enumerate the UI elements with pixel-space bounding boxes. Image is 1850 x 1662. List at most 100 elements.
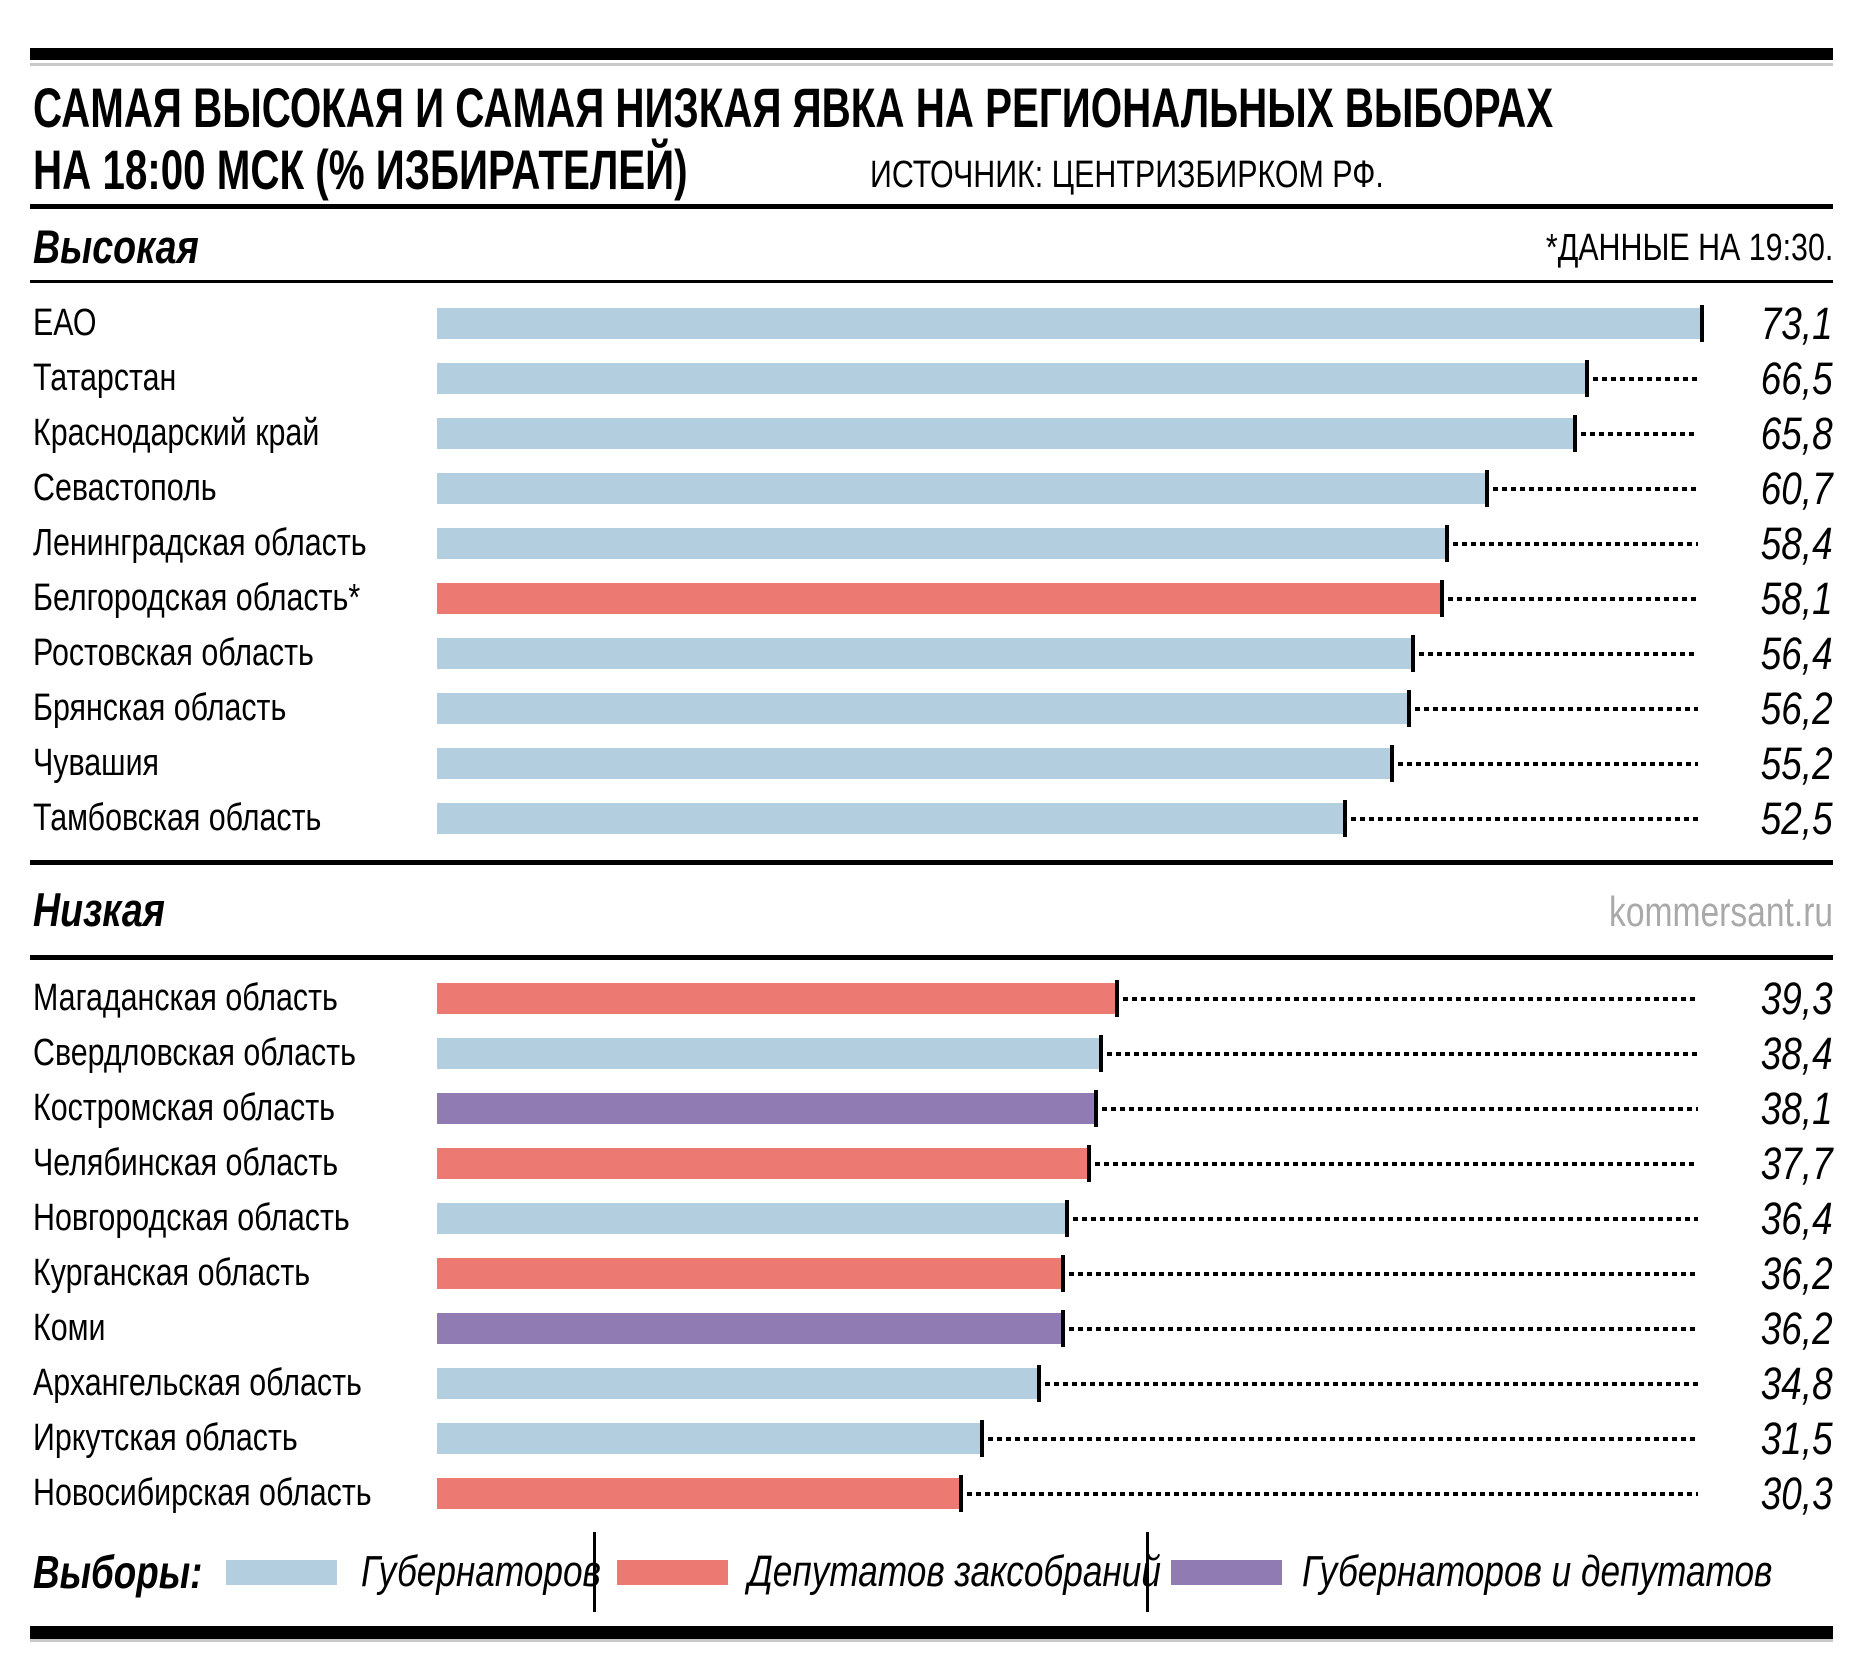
- legend: Выборы: Губернаторов Депутатов заксобран…: [33, 1532, 1833, 1612]
- region-row: Ленинградская область 58,4: [33, 518, 1833, 583]
- leader-line: [1095, 1162, 1698, 1166]
- section-low-title: Низкая: [33, 886, 198, 933]
- leader-line: [1102, 1107, 1698, 1111]
- turnout-bar: [437, 1203, 1067, 1234]
- region-row: ЕАО 73,1: [33, 298, 1833, 363]
- section-high-top-rule: [30, 204, 1833, 209]
- leader-line: [1593, 377, 1698, 381]
- section-low-bottom-rule: [30, 955, 1833, 960]
- high-turnout-rows: ЕАО 73,1 Татарстан 66,5 Краснодарский кр…: [33, 298, 1833, 858]
- bar-track: 66,5: [437, 353, 1833, 404]
- value-label: 38,1: [1745, 1083, 1833, 1134]
- bar-track: 31,5: [437, 1413, 1833, 1464]
- value-label: 58,4: [1745, 518, 1833, 569]
- region-label-text: Костромская область: [33, 1087, 335, 1129]
- bar-end-tick: [959, 1475, 964, 1512]
- region-row: Новгородская область 36,4: [33, 1193, 1833, 1258]
- bar-track: 30,3: [437, 1468, 1833, 1519]
- value-label: 73,1: [1745, 298, 1833, 349]
- value-label: 56,4: [1745, 628, 1833, 679]
- bar-track: 73,1: [437, 298, 1833, 349]
- bar-track: 52,5: [437, 793, 1833, 844]
- region-label: Чувашия: [33, 742, 191, 784]
- region-row: Новосибирская область 30,3: [33, 1468, 1833, 1533]
- region-label-text: Краснодарский край: [33, 412, 320, 454]
- bar-track: 58,4: [437, 518, 1833, 569]
- bar-end-tick: [979, 1420, 984, 1457]
- region-label-text: Архангельская область: [33, 1362, 362, 1404]
- region-label-text: Брянская область: [33, 687, 287, 729]
- region-label-text: Новгородская область: [33, 1197, 350, 1239]
- bar-track: 38,4: [437, 1028, 1833, 1079]
- value-label-text: 39,3: [1761, 972, 1833, 1024]
- region-row: Чувашия 55,2: [33, 738, 1833, 803]
- page-title-line1-text: САМАЯ ВЫСОКАЯ И САМАЯ НИЗКАЯ ЯВКА НА РЕГ…: [33, 76, 1554, 139]
- bar-track: 36,2: [437, 1303, 1833, 1354]
- leader-line: [1448, 597, 1698, 601]
- value-label: 38,4: [1745, 1028, 1833, 1079]
- region-label: Ленинградская область: [33, 522, 450, 564]
- value-label: 36,2: [1745, 1303, 1833, 1354]
- bar-track: 56,2: [437, 683, 1833, 734]
- leader-line: [967, 1492, 1698, 1496]
- leader-line: [1415, 707, 1698, 711]
- value-label-text: 58,1: [1761, 572, 1833, 624]
- region-row: Тамбовская область 52,5: [33, 793, 1833, 858]
- bar-end-tick: [1114, 980, 1119, 1017]
- leader-line: [1122, 997, 1698, 1001]
- region-row: Архангельская область 34,8: [33, 1358, 1833, 1423]
- value-label-text: 55,2: [1761, 737, 1833, 789]
- region-label: Иркутская область: [33, 1417, 364, 1459]
- legend-title-text: Выборы:: [33, 1546, 203, 1598]
- region-label: Татарстан: [33, 357, 212, 399]
- region-label: Новосибирская область: [33, 1472, 456, 1514]
- value-label: 34,8: [1745, 1358, 1833, 1409]
- bar-track: 36,4: [437, 1193, 1833, 1244]
- bar-end-tick: [1699, 305, 1704, 342]
- value-label: 66,5: [1745, 353, 1833, 404]
- section-low-title-text: Низкая: [33, 883, 165, 936]
- legend-divider-2: [1146, 1532, 1149, 1612]
- leader-line: [1453, 542, 1698, 546]
- bar-track: 36,2: [437, 1248, 1833, 1299]
- leader-line: [1069, 1327, 1698, 1331]
- region-label-text: Белгородская область*: [33, 577, 361, 619]
- value-label-text: 36,4: [1761, 1192, 1833, 1244]
- bar-end-tick: [1087, 1145, 1092, 1182]
- low-turnout-rows: Магаданская область 39,3 Свердловская об…: [33, 973, 1833, 1533]
- turnout-bar: [437, 748, 1392, 779]
- page-title-line1: САМАЯ ВЫСОКАЯ И САМАЯ НИЗКАЯ ЯВКА НА РЕГ…: [33, 80, 1850, 136]
- region-row: Свердловская область 38,4: [33, 1028, 1833, 1093]
- leader-line: [1045, 1382, 1698, 1386]
- turnout-bar: [437, 528, 1448, 559]
- page-title-line2: НА 18:00 МСК (% ИЗБИРАТЕЛЕЙ): [33, 142, 942, 198]
- legend-swatch-governors: [226, 1560, 337, 1585]
- value-label-text: 34,8: [1761, 1357, 1833, 1409]
- turnout-bar: [437, 1258, 1064, 1289]
- leader-line: [1397, 762, 1698, 766]
- turnout-bar: [437, 1478, 962, 1509]
- legend-label-deputies-text: Депутатов заксобраний: [748, 1547, 1161, 1596]
- bar-end-tick: [1585, 360, 1590, 397]
- region-label-text: Ростовская область: [33, 632, 314, 674]
- turnout-bar: [437, 1093, 1097, 1124]
- region-row: Татарстан 66,5: [33, 353, 1833, 418]
- top-rule-shadow: [30, 63, 1833, 66]
- region-row: Курганская область 36,2: [33, 1248, 1833, 1313]
- turnout-bar: [437, 1038, 1102, 1069]
- region-row: Севастополь 60,7: [33, 463, 1833, 528]
- bar-track: 55,2: [437, 738, 1833, 789]
- region-row: Магаданская область 39,3: [33, 973, 1833, 1038]
- value-label-text: 52,5: [1761, 792, 1833, 844]
- bar-end-tick: [1440, 580, 1445, 617]
- legend-label-both: Губернаторов и депутатов: [1302, 1532, 1850, 1612]
- turnout-bar: [437, 1313, 1064, 1344]
- value-label-text: 65,8: [1761, 407, 1833, 459]
- region-row: Брянская область 56,2: [33, 683, 1833, 748]
- region-label-text: Чувашия: [33, 742, 160, 784]
- turnout-bar: [437, 473, 1488, 504]
- legend-swatch-deputies: [617, 1560, 728, 1585]
- value-label: 39,3: [1745, 973, 1833, 1024]
- value-label-text: 38,1: [1761, 1082, 1833, 1134]
- top-rule: [30, 48, 1833, 60]
